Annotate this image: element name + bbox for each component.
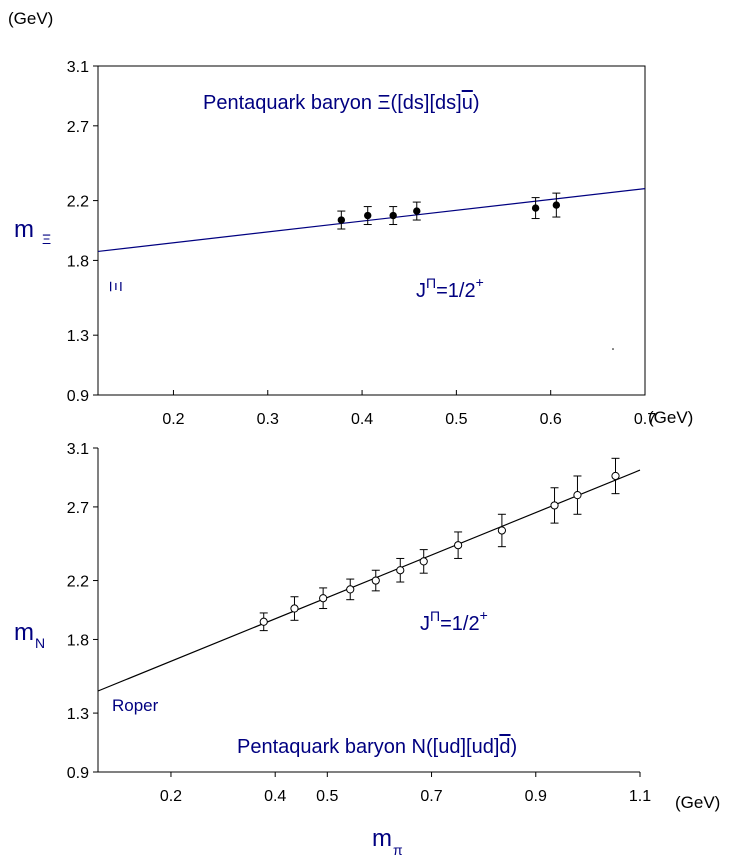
bottom-y-axis-label: m N	[14, 619, 45, 651]
xi-pentaquark-chart: 0.9 1.3 1.8 2.2 2.7 3.1 0.2 0.3 0.4 0.5 0.6 0.7	[67, 59, 656, 428]
bottom-title-suffix: )	[511, 736, 518, 758]
top-y-tick-label: 3.1	[67, 59, 89, 76]
top-data-point	[413, 207, 421, 215]
top-data-point	[552, 201, 561, 209]
bottom-y-tick-label: 3.1	[67, 441, 89, 458]
bottom-x-tick-label: 0.7	[420, 788, 442, 805]
bottom-x-tick-label: 0.2	[160, 788, 182, 805]
top-fit-line	[97, 188, 646, 253]
bottom-jp-mid: =1/2	[440, 613, 479, 635]
bottom-data-point	[290, 604, 299, 613]
bottom-data-point	[550, 501, 559, 510]
top-title-bar-char: u	[462, 92, 473, 114]
bottom-y-label-main: m	[14, 619, 34, 646]
top-reference-label: Ξ	[106, 281, 125, 292]
top-data-point	[364, 211, 372, 220]
bottom-y-tick-label: 1.3	[67, 706, 89, 723]
bottom-data-point	[573, 491, 582, 500]
top-jp-main: J	[416, 280, 426, 302]
bottom-y-tick-label: 2.2	[67, 574, 89, 591]
svg-text:JΠ=1/2+: JΠ=1/2+	[416, 274, 484, 302]
svg-text:JΠ=1/2+: JΠ=1/2+	[420, 607, 488, 635]
top-x-tick-label: 0.4	[351, 411, 373, 428]
nucleon-pentaquark-chart: 0.9 1.3 1.8 2.2 2.7 3.1 0.2 0.4 0.5 0.7 0.9 1.1	[67, 441, 651, 805]
bottom-jp-sup2: +	[480, 607, 488, 623]
top-jp-sup1: Π	[426, 275, 436, 291]
top-y-unit-label: (GeV)	[8, 9, 53, 28]
bottom-y-tick-label: 0.9	[67, 765, 89, 782]
svg-text:Pentaquark baryon N([ud][ud]d: Pentaquark baryon N([ud][ud]d)	[237, 736, 517, 758]
bottom-data-point	[319, 594, 328, 603]
bottom-x-unit-label: (GeV)	[675, 793, 720, 812]
bottom-x-label-main: m	[372, 825, 392, 852]
bottom-jp-annotation: JΠ=1/2+	[420, 607, 488, 635]
bottom-y-tick-label: 1.8	[67, 632, 89, 649]
top-y-axis-label: m Ξ	[14, 216, 51, 247]
bottom-x-tick-label: 0.9	[525, 788, 547, 805]
top-data-point	[389, 211, 397, 220]
top-jp-annotation: JΠ=1/2+	[416, 274, 484, 302]
top-x-tick-label: 0.3	[257, 411, 279, 428]
top-title-suffix: )	[473, 92, 480, 114]
bottom-jp-sup1: Π	[430, 608, 440, 624]
bottom-chart-title: Pentaquark baryon N([ud][ud]d)	[237, 736, 517, 758]
bottom-data-point	[419, 557, 428, 566]
bottom-fit-line	[97, 469, 641, 692]
top-title-prefix: Pentaquark baryon Ξ([ds][ds]	[203, 92, 462, 114]
top-chart-title: Pentaquark baryon Ξ([ds][ds]u)	[203, 92, 480, 114]
top-x-tick-label: 0.2	[162, 411, 184, 428]
bottom-jp-main: J	[420, 613, 430, 635]
bottom-x-tick-label: 1.1	[629, 788, 651, 805]
top-jp-sup2: +	[476, 274, 484, 290]
bottom-title-bar-char: d	[499, 736, 510, 758]
bottom-data-point	[346, 585, 355, 594]
top-y-tick-label: 0.9	[67, 388, 89, 405]
top-y-label-sub: Ξ	[42, 231, 51, 247]
top-y-tick-label: 1.3	[67, 328, 89, 345]
top-plot-frame	[97, 65, 646, 396]
top-y-tick-label: 2.7	[67, 119, 89, 136]
bottom-data-point	[611, 471, 620, 481]
top-y-tick-label: 2.2	[67, 194, 89, 211]
bottom-reference-label: Roper	[112, 696, 159, 715]
top-x-tick-label: 0.7	[634, 411, 656, 428]
top-data-point	[531, 204, 540, 212]
bottom-x-axis-label: m π	[372, 825, 403, 858]
top-x-unit-label: (GeV)	[648, 408, 693, 427]
bottom-y-tick-label: 2.7	[67, 500, 89, 517]
top-stray-dot	[612, 348, 614, 350]
top-y-tick-label: 1.8	[67, 253, 89, 270]
top-x-tick-label: 0.6	[540, 411, 562, 428]
bottom-data-point	[497, 526, 506, 535]
bottom-data-point	[371, 576, 380, 585]
bottom-x-label-sub: π	[393, 842, 403, 858]
svg-text:Pentaquark baryon Ξ([ds][ds]u: Pentaquark baryon Ξ([ds][ds]u)	[203, 92, 480, 114]
top-data-point	[337, 216, 346, 224]
bottom-data-point	[396, 566, 405, 575]
bottom-x-tick-label: 0.4	[264, 788, 286, 805]
top-x-tick-label: 0.5	[445, 411, 467, 428]
bottom-data-point	[454, 541, 463, 550]
bottom-title-prefix: Pentaquark baryon N([ud][ud]	[237, 736, 499, 758]
bottom-x-tick-label: 0.5	[316, 788, 338, 805]
top-y-label-main: m	[14, 216, 34, 243]
bottom-y-label-sub: N	[35, 635, 45, 651]
top-jp-mid: =1/2	[436, 280, 475, 302]
bottom-data-point	[259, 617, 268, 626]
